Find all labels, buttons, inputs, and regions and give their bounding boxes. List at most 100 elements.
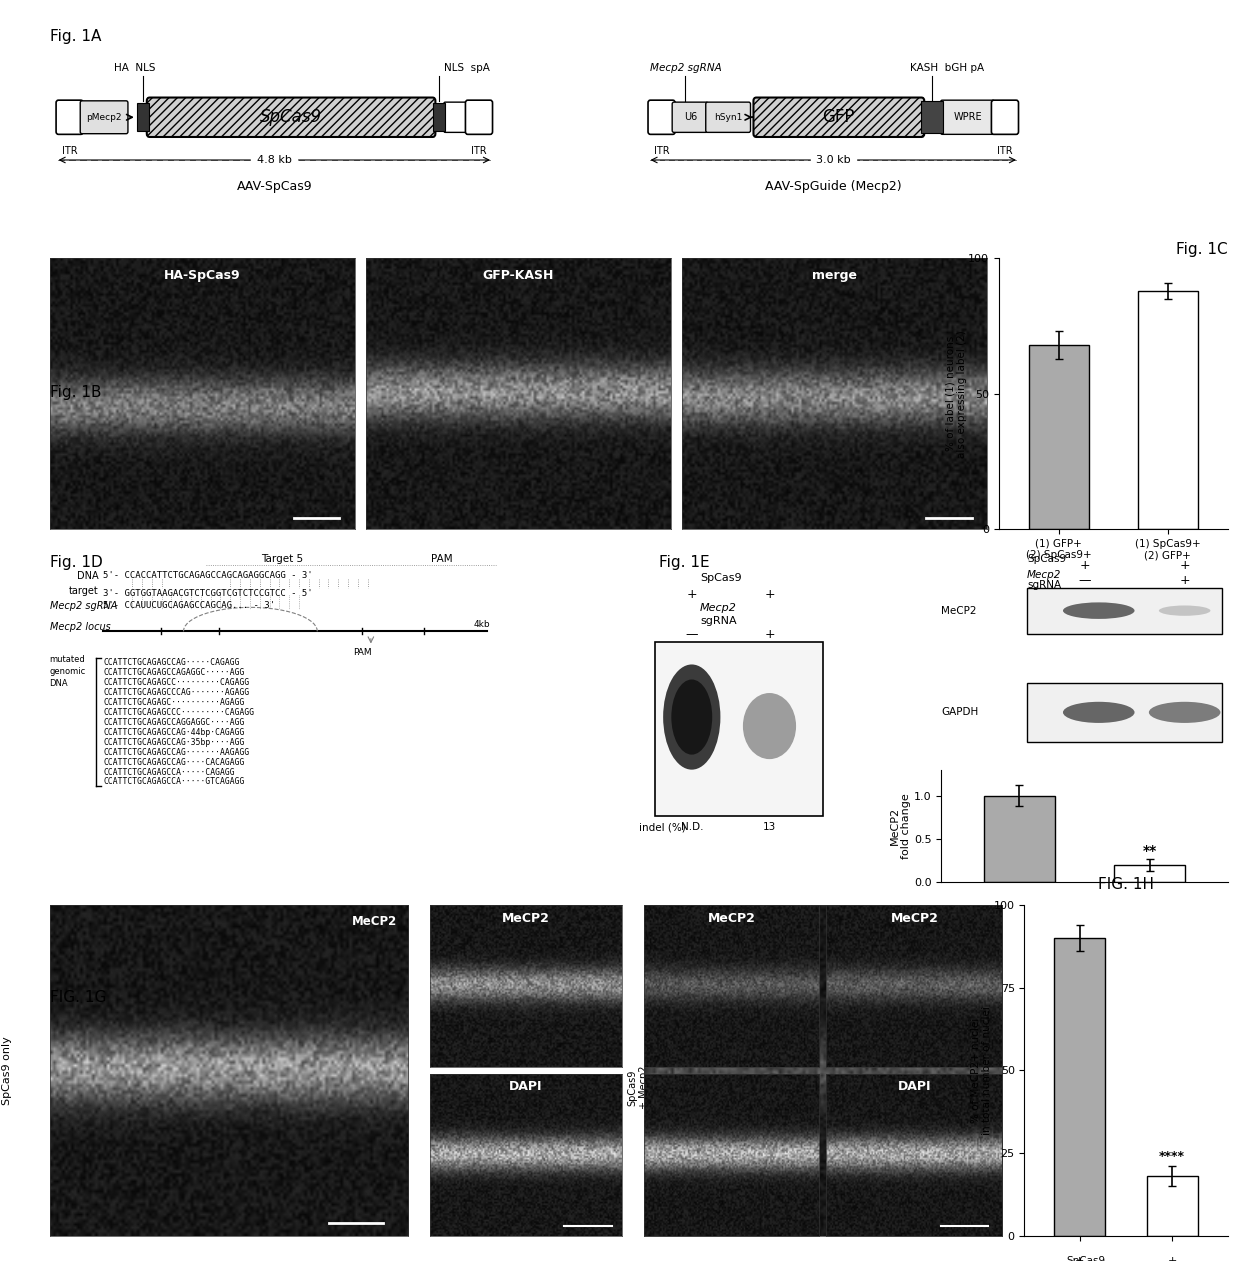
Y-axis label: % of label (1) neurons
also expressing label (2): % of label (1) neurons also expressing l…: [945, 330, 967, 458]
Text: CCATTCTGCAGAGCC·········CAGAGG: CCATTCTGCAGAGCC·········CAGAGG: [103, 678, 249, 687]
Text: 4kb: 4kb: [474, 620, 490, 629]
Text: Mecp2: Mecp2: [1027, 570, 1061, 580]
Bar: [983, 796, 1055, 883]
Ellipse shape: [671, 680, 712, 754]
Text: DNA: DNA: [77, 571, 99, 581]
Text: 5'- CCAUUCUGCAGAGCCAGCAG... - 3': 5'- CCAUUCUGCAGAGCCAGCAG... - 3': [103, 601, 275, 610]
Text: MeCP2: MeCP2: [352, 915, 397, 928]
Text: MeCP2: MeCP2: [708, 912, 755, 924]
Text: +: +: [1179, 559, 1190, 572]
Text: 3'- GGTGGTAAGACGTCTCGGTCGTCTCCGTCC - 5': 3'- GGTGGTAAGACGTCTCGGTCGTCTCCGTCC - 5': [103, 589, 312, 598]
Text: MeCP2: MeCP2: [890, 912, 939, 924]
Ellipse shape: [1063, 702, 1135, 723]
Text: U6: U6: [683, 112, 697, 122]
Ellipse shape: [1159, 605, 1210, 615]
FancyBboxPatch shape: [921, 101, 942, 134]
Text: mutated: mutated: [50, 656, 86, 665]
Text: FIG. 1G: FIG. 1G: [50, 990, 105, 1005]
FancyBboxPatch shape: [649, 100, 675, 135]
Text: 13: 13: [763, 822, 776, 832]
Text: ITR: ITR: [471, 146, 487, 156]
Text: CCATTCTGCAGAGCCAG····CACAGAGG: CCATTCTGCAGAGCCAG····CACAGAGG: [103, 758, 244, 767]
Text: N.D.: N.D.: [681, 822, 703, 832]
FancyBboxPatch shape: [706, 102, 750, 132]
Text: Mecp2: Mecp2: [699, 603, 737, 613]
Text: FIG. 1H: FIG. 1H: [1099, 876, 1154, 892]
Text: WPRE: WPRE: [954, 112, 982, 122]
Text: SpCas9
+ Mecp2
sgRNA: SpCas9 + Mecp2 sgRNA: [627, 1066, 661, 1110]
FancyBboxPatch shape: [433, 103, 445, 131]
Text: SpCas9: SpCas9: [1027, 554, 1066, 564]
FancyBboxPatch shape: [1027, 682, 1221, 741]
Text: genomic: genomic: [50, 667, 86, 676]
Text: SpCas9 only: SpCas9 only: [1, 1037, 11, 1105]
Y-axis label: MeCP2
fold change: MeCP2 fold change: [889, 793, 911, 859]
Text: HA-SpCas9: HA-SpCas9: [164, 270, 241, 282]
FancyBboxPatch shape: [146, 97, 435, 137]
Ellipse shape: [743, 694, 796, 759]
Ellipse shape: [1063, 603, 1135, 619]
Text: Mecp2 sgRNA: Mecp2 sgRNA: [650, 63, 722, 73]
Text: AAV-SpCas9: AAV-SpCas9: [237, 180, 312, 193]
Text: CCATTCTGCAGAGCCAGAGGC·····AGG: CCATTCTGCAGAGCCAGAGGC·····AGG: [103, 668, 244, 677]
Text: MeCP2: MeCP2: [502, 912, 549, 924]
Text: +: +: [1075, 1256, 1085, 1261]
Ellipse shape: [663, 665, 720, 769]
Text: GFP-KASH: GFP-KASH: [482, 270, 554, 282]
Text: SpCas9: SpCas9: [260, 108, 322, 126]
Text: +: +: [1168, 1256, 1177, 1261]
Text: +: +: [764, 628, 775, 642]
Text: DNA: DNA: [50, 680, 68, 689]
Ellipse shape: [1149, 702, 1220, 723]
Text: —: —: [686, 628, 698, 642]
Text: SpCas9: SpCas9: [699, 572, 742, 583]
Text: Fig. 1A: Fig. 1A: [50, 29, 100, 44]
Text: sgRNA: sgRNA: [1027, 580, 1061, 590]
Text: MeCP2: MeCP2: [941, 605, 977, 615]
Text: DAPI: DAPI: [898, 1081, 931, 1093]
Text: GAPDH: GAPDH: [941, 707, 978, 718]
Y-axis label: % of MeCP2+ nuclei
in total number of nuclei: % of MeCP2+ nuclei in total number of nu…: [971, 1006, 992, 1135]
Text: CCATTCTGCAGAGC··········AGAGG: CCATTCTGCAGAGC··········AGAGG: [103, 699, 244, 707]
Text: CCATTCTGCAGAGCCAG·44bp·CAGAGG: CCATTCTGCAGAGCCAG·44bp·CAGAGG: [103, 728, 244, 736]
Text: 4.8 kb: 4.8 kb: [257, 155, 291, 165]
Text: DAPI: DAPI: [510, 1081, 543, 1093]
FancyBboxPatch shape: [940, 100, 994, 135]
Text: CCATTCTGCAGAGCCAG·······AAGAGG: CCATTCTGCAGAGCCAG·······AAGAGG: [103, 748, 249, 757]
Bar: [1054, 938, 1105, 1236]
Text: indel (%): indel (%): [639, 822, 686, 832]
Text: Fig. 1E: Fig. 1E: [658, 555, 709, 570]
Text: 3.0 kb: 3.0 kb: [816, 155, 851, 165]
Text: CCATTCTGCAGAGCCA·····GTCAGAGG: CCATTCTGCAGAGCCA·····GTCAGAGG: [103, 778, 244, 787]
Text: SpCas9: SpCas9: [1066, 1256, 1105, 1261]
Text: Fig. 1C: Fig. 1C: [1176, 242, 1228, 257]
Text: sgRNA: sgRNA: [699, 617, 737, 627]
FancyBboxPatch shape: [444, 102, 467, 132]
Text: +: +: [687, 588, 697, 600]
Text: MeCP2: MeCP2: [946, 915, 992, 928]
FancyBboxPatch shape: [672, 102, 708, 132]
Text: Mecp2 sgRNA: Mecp2 sgRNA: [50, 601, 117, 612]
Bar: [1114, 865, 1185, 883]
Text: Mecp2 locus: Mecp2 locus: [50, 623, 110, 632]
FancyBboxPatch shape: [992, 100, 1018, 135]
Text: pMecp2: pMecp2: [86, 112, 122, 122]
FancyBboxPatch shape: [465, 100, 492, 135]
FancyBboxPatch shape: [1027, 588, 1221, 634]
Text: Fig. 1B: Fig. 1B: [50, 385, 102, 400]
Text: +: +: [764, 588, 775, 600]
Text: CCATTCTGCAGAGCCA·····CAGAGG: CCATTCTGCAGAGCCA·····CAGAGG: [103, 768, 234, 777]
Text: NLS  spA: NLS spA: [444, 63, 490, 73]
Text: 5'- CCACCATTCTGCAGAGCCAGCAGAGGCAGG - 3': 5'- CCACCATTCTGCAGAGCCAGCAGAGGCAGG - 3': [103, 571, 312, 580]
Text: ITR: ITR: [62, 146, 77, 156]
Bar: [1147, 1177, 1198, 1236]
Text: AAV-SpGuide (Mecp2): AAV-SpGuide (Mecp2): [765, 180, 901, 193]
Text: GFP: GFP: [822, 108, 856, 126]
Text: merge: merge: [812, 270, 857, 282]
Text: KASH  bGH pA: KASH bGH pA: [910, 63, 983, 73]
Text: target: target: [69, 586, 99, 596]
FancyBboxPatch shape: [81, 101, 128, 134]
Text: HA  NLS: HA NLS: [114, 63, 156, 73]
Text: ****: ****: [1159, 1150, 1185, 1163]
FancyBboxPatch shape: [138, 103, 149, 131]
